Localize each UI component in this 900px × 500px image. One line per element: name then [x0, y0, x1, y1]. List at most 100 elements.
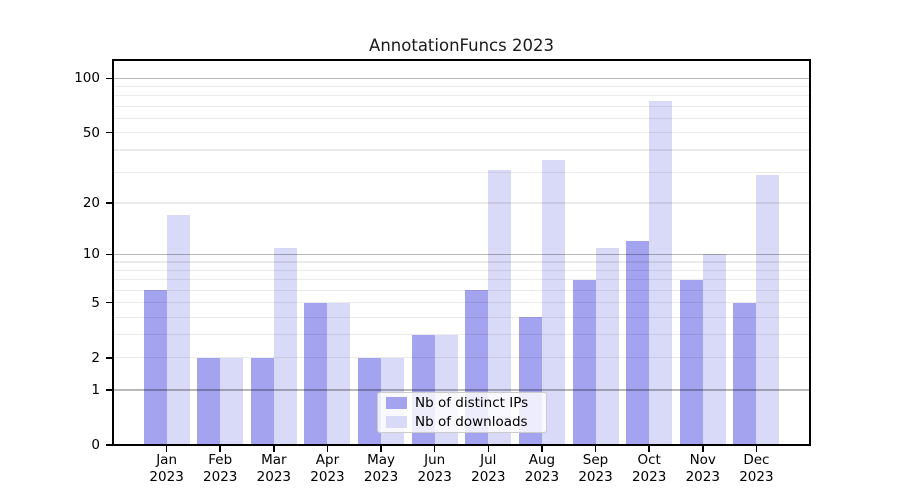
legend: Nb of distinct IPs Nb of downloads — [377, 392, 547, 433]
gridline-major-10 — [113, 253, 810, 256]
y-tick-label-0: 0 — [91, 437, 100, 453]
chart-title: AnnotationFuncs 2023 — [369, 36, 554, 55]
x-tick-mark-oct — [648, 446, 650, 452]
x-tick-label-jan: Jan 2023 — [127, 452, 207, 486]
x-tick-label-month: May — [367, 452, 396, 468]
x-tick-label-oct: Oct 2023 — [609, 452, 689, 486]
x-tick-label-month: Jan — [156, 452, 178, 468]
bar-nb-of-distinct-ips-may-2023 — [358, 357, 382, 445]
bar-nb-of-downloads-oct-2023 — [649, 100, 673, 445]
x-tick-label-year: 2023 — [524, 469, 560, 485]
x-tick-label-sep: Sep 2023 — [556, 452, 636, 486]
x-tick-mark-aug — [541, 446, 543, 452]
y-tick-mark-0 — [106, 444, 113, 446]
bar-nb-of-distinct-ips-jan-2023 — [143, 290, 167, 445]
axis-spine-bottom — [112, 444, 811, 446]
gridline-minor-9 — [113, 261, 810, 263]
x-tick-mark-nov — [701, 446, 704, 452]
bar-nb-of-downloads-jul-2023 — [488, 169, 512, 445]
legend-swatch-ips — [386, 397, 407, 409]
gridline-minor-7 — [113, 279, 810, 281]
x-tick-label-may: May 2023 — [341, 452, 421, 486]
x-tick-label-feb: Feb 2023 — [180, 452, 260, 486]
x-tick-label-month: Feb — [208, 452, 233, 468]
gridline-minor-6 — [113, 289, 810, 291]
x-tick-mark-jun — [433, 446, 436, 452]
gridline-minor-30 — [113, 171, 810, 173]
bar-nb-of-distinct-ips-mar-2023 — [250, 357, 274, 445]
x-tick-label-year: 2023 — [310, 469, 345, 485]
gridline-minor-80 — [113, 95, 810, 97]
gridline-minor-5 — [113, 302, 810, 304]
y-tick-label-10: 10 — [82, 246, 100, 263]
x-tick-label-apr: Apr 2023 — [287, 452, 367, 486]
x-tick-mark-sep — [594, 446, 597, 452]
legend-label-downloads: Nb of downloads — [415, 414, 528, 430]
x-tick-mark-apr — [326, 446, 329, 452]
bar-nb-of-downloads-jan-2023 — [166, 215, 190, 445]
gridline-minor-50 — [113, 131, 810, 134]
gridline-minor-90 — [113, 85, 810, 88]
gridlines-layer — [113, 60, 810, 445]
gridline-minor-3 — [113, 334, 810, 336]
bar-nb-of-distinct-ips-sep-2023 — [572, 279, 596, 445]
gridline-minor-70 — [113, 105, 810, 107]
bar-nb-of-downloads-dec-2023 — [756, 174, 780, 445]
y-tick-mark-2 — [106, 356, 113, 359]
bar-nb-of-downloads-nov-2023 — [702, 254, 726, 445]
bar-nb-of-downloads-feb-2023 — [220, 357, 244, 445]
x-tick-label-year: 2023 — [739, 469, 774, 485]
x-tick-label-month: Jun — [424, 452, 446, 468]
legend-label-ips: Nb of distinct IPs — [415, 395, 529, 411]
gridline-minor-4 — [113, 316, 810, 318]
bar-nb-of-downloads-mar-2023 — [273, 247, 297, 445]
x-tick-mark-jul — [487, 446, 490, 452]
x-tick-label-year: 2023 — [471, 469, 506, 485]
gridline-minor-2 — [113, 357, 810, 359]
x-tick-mark-dec — [755, 446, 758, 452]
gridline-minor-8 — [113, 269, 810, 271]
y-tick-label-5: 5 — [91, 294, 100, 311]
bar-nb-of-distinct-ips-feb-2023 — [197, 357, 221, 445]
x-tick-label-dec: Dec 2023 — [716, 452, 796, 486]
gridline-minor-60 — [113, 117, 810, 119]
x-tick-label-year: 2023 — [203, 469, 238, 485]
gridline-minor-40 — [113, 149, 810, 151]
x-tick-label-month: Sep — [582, 452, 609, 468]
x-tick-label-month: Nov — [689, 452, 716, 468]
x-tick-label-jun: Jun 2023 — [395, 452, 475, 486]
x-tick-label-year: 2023 — [149, 469, 184, 485]
x-tick-mark-mar — [273, 446, 275, 452]
axis-spine-right — [809, 59, 811, 446]
gridline-major-1 — [113, 389, 810, 391]
x-tick-label-year: 2023 — [417, 469, 452, 485]
x-tick-label-jul: Jul 2023 — [448, 452, 528, 486]
x-tick-label-aug: Aug 2023 — [502, 452, 582, 486]
bar-nb-of-distinct-ips-apr-2023 — [304, 302, 328, 445]
y-tick-label-1: 1 — [91, 381, 100, 398]
y-tick-label-50: 50 — [82, 124, 100, 141]
legend-item-downloads: Nb of downloads — [386, 414, 538, 430]
x-tick-label-nov: Nov 2023 — [663, 452, 743, 486]
y-tick-label-20: 20 — [82, 195, 100, 212]
x-tick-mark-feb — [219, 446, 222, 452]
axis-spine-top — [112, 59, 811, 61]
y-tick-label-100: 100 — [74, 70, 100, 87]
bar-nb-of-downloads-apr-2023 — [327, 302, 351, 445]
x-tick-label-month: Apr — [315, 452, 340, 468]
y-tick-mark-1 — [106, 389, 113, 391]
bar-nb-of-downloads-sep-2023 — [595, 247, 619, 445]
gridline-minor-20 — [113, 202, 810, 204]
x-tick-mark-may — [380, 446, 382, 452]
x-tick-label-year: 2023 — [363, 469, 399, 485]
x-tick-label-month: Dec — [743, 452, 770, 468]
y-tick-mark-20 — [106, 202, 113, 204]
x-tick-label-year: 2023 — [685, 469, 720, 485]
y-tick-mark-100 — [106, 77, 113, 80]
bar-nb-of-downloads-aug-2023 — [541, 160, 565, 445]
x-tick-mark-jan — [165, 446, 168, 452]
x-tick-label-year: 2023 — [578, 469, 613, 485]
x-tick-label-year: 2023 — [631, 469, 667, 485]
gridline-major-100 — [113, 77, 810, 79]
